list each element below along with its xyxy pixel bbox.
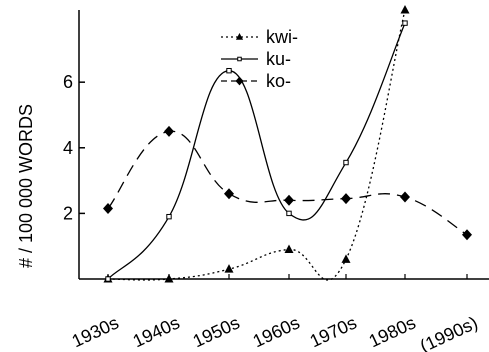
legend: kwi-ku-ko- bbox=[221, 27, 298, 91]
legend-label: kwi- bbox=[266, 27, 298, 47]
data-point bbox=[341, 254, 351, 263]
x-tick-label: 1970s bbox=[307, 312, 360, 351]
y-tick-label: 2 bbox=[63, 203, 73, 223]
x-tick-label: 1980s bbox=[366, 312, 419, 351]
legend-marker bbox=[235, 76, 244, 86]
data-point bbox=[462, 229, 472, 241]
data-point bbox=[400, 191, 410, 203]
data-point bbox=[164, 274, 174, 283]
series-ku bbox=[105, 20, 408, 282]
legend-marker bbox=[237, 56, 242, 62]
legend-label: ko- bbox=[266, 71, 291, 91]
data-point bbox=[105, 276, 111, 282]
y-tick-label: 4 bbox=[63, 138, 73, 158]
x-tick-label: 1930s bbox=[69, 312, 122, 351]
data-point bbox=[164, 125, 174, 137]
data-point bbox=[226, 67, 232, 74]
legend-marker bbox=[235, 33, 244, 40]
legend-label: ku- bbox=[266, 49, 291, 69]
data-point bbox=[286, 210, 292, 217]
series-ko bbox=[103, 125, 472, 241]
series-layer bbox=[103, 5, 472, 283]
y-axis-label: # / 100 000 WORDS bbox=[16, 104, 36, 268]
data-point bbox=[224, 264, 234, 273]
data-point bbox=[166, 213, 172, 220]
data-point bbox=[341, 193, 351, 205]
data-point bbox=[284, 244, 294, 253]
x-tick-label: 1940s bbox=[130, 312, 183, 351]
data-point bbox=[224, 188, 234, 200]
series-line bbox=[107, 9, 406, 281]
data-point bbox=[284, 194, 294, 206]
x-tick-label: 1950s bbox=[190, 312, 243, 351]
x-tick-label: (1990s) bbox=[417, 312, 481, 352]
data-point bbox=[103, 202, 113, 214]
data-point bbox=[400, 5, 410, 14]
series-line bbox=[107, 130, 468, 236]
series-line bbox=[107, 22, 406, 280]
data-point bbox=[343, 159, 349, 166]
x-tick-label: 1960s bbox=[250, 312, 303, 351]
y-tick-label: 6 bbox=[63, 72, 73, 92]
data-point bbox=[402, 20, 408, 26]
